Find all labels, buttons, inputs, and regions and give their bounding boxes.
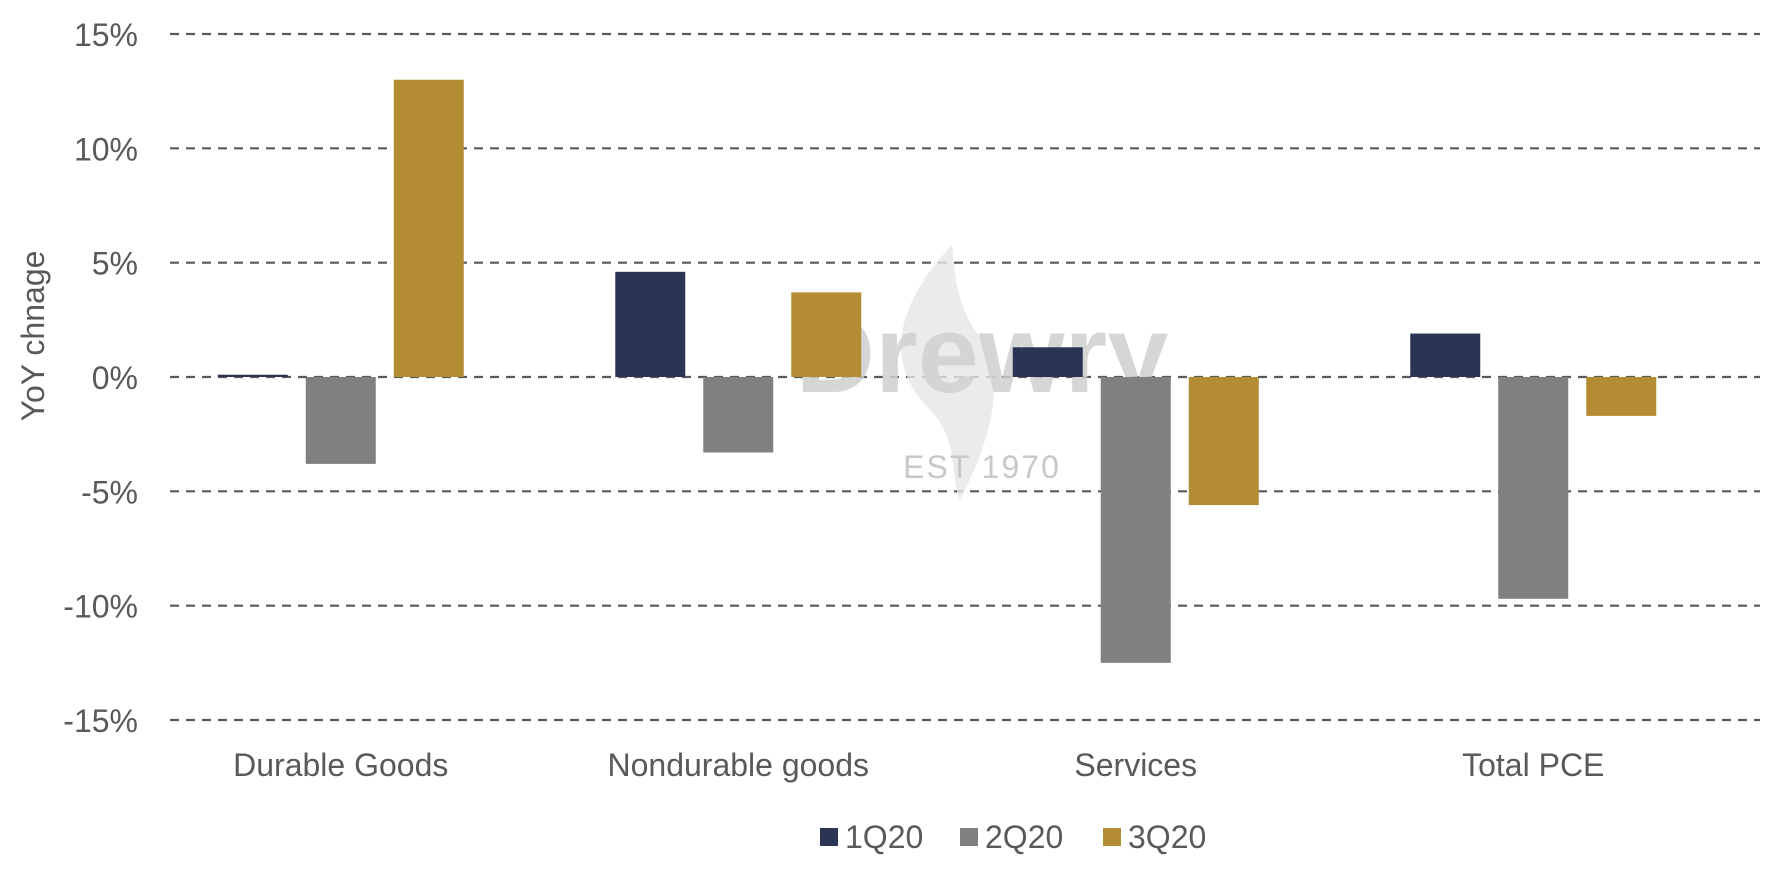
category-label: Total PCE [1462, 747, 1604, 783]
legend-label-1q20: 1Q20 [845, 819, 923, 855]
legend-swatch-3q20 [1103, 828, 1121, 846]
y-tick-label: -10% [63, 589, 138, 625]
y-tick-label: 5% [92, 246, 138, 282]
legend-swatch-2q20 [960, 828, 978, 846]
bar-2q20-services [1100, 377, 1171, 663]
y-tick-label: 0% [92, 360, 138, 396]
category-label: Durable Goods [233, 747, 448, 783]
bar-3q20-nondurable-goods [791, 292, 862, 377]
bar-2q20-durable-goods [305, 377, 376, 464]
y-axis-label: YoY chnage [15, 251, 51, 422]
category-labels: Durable Goods Nondurable goods Services Tot… [233, 747, 1604, 783]
y-tick-label: -15% [63, 703, 138, 739]
legend-swatch-1q20 [820, 828, 838, 846]
bar-1q20-durable-goods [217, 374, 288, 377]
category-label: Services [1074, 747, 1197, 783]
bar-3q20-total-pce [1586, 377, 1657, 416]
legend-label-3q20: 3Q20 [1128, 819, 1206, 855]
bar-1q20-total-pce [1410, 333, 1481, 377]
bar-1q20-services [1012, 347, 1083, 377]
bar-2q20-total-pce [1498, 377, 1569, 599]
y-tick-label: -5% [81, 474, 138, 510]
watermark-tagline: EST 1970 [903, 449, 1061, 485]
legend: 1Q20 2Q20 3Q20 [820, 819, 1206, 855]
legend-label-2q20: 2Q20 [985, 819, 1063, 855]
bar-3q20-durable-goods [393, 79, 464, 377]
y-tick-label: 15% [74, 17, 138, 53]
y-tick-labels: 15% 10% 5% 0% -5% -10% -15% [63, 17, 138, 739]
bar-2q20-nondurable-goods [703, 377, 774, 453]
category-label: Nondurable goods [607, 747, 869, 783]
bar-3q20-services [1188, 377, 1259, 506]
y-tick-label: 10% [74, 131, 138, 167]
bars [217, 79, 1657, 663]
bar-1q20-nondurable-goods [615, 271, 686, 377]
watermark-flame-icon [901, 245, 994, 500]
